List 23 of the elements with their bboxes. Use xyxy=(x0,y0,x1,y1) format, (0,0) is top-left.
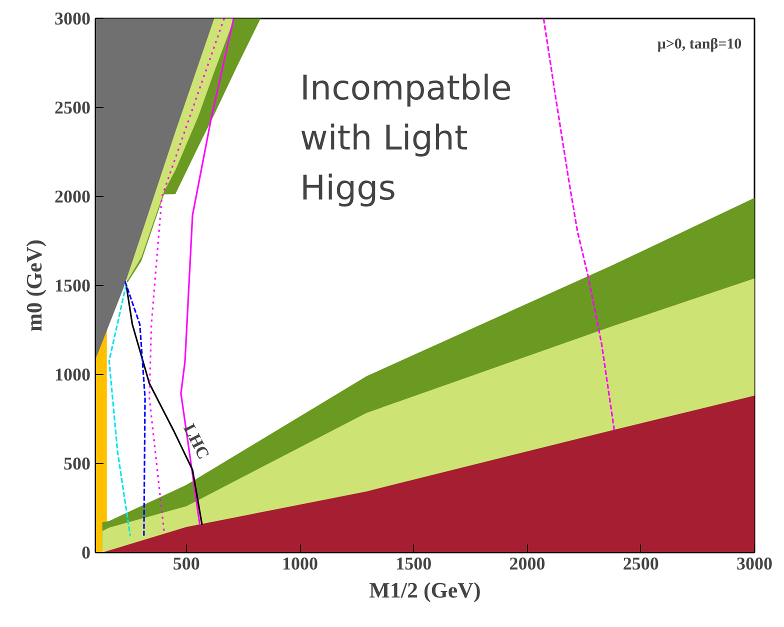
y-axis-title: m0 (GeV) xyxy=(22,239,46,332)
y-tick-label: 0 xyxy=(82,542,90,562)
y-tick-label: 3000 xyxy=(54,8,90,28)
y-tick-label: 1500 xyxy=(54,276,90,296)
x-tick-label: 3000 xyxy=(736,554,772,574)
x-axis-title: M1/2 (GeV) xyxy=(369,578,481,602)
y-tick-label: 2500 xyxy=(54,98,90,118)
line-series xyxy=(108,284,132,537)
line-series xyxy=(180,18,234,526)
line-series xyxy=(542,18,616,432)
annotation: LHC xyxy=(180,420,214,462)
x-tick-label: 2500 xyxy=(622,554,659,574)
x-tick-label: 1000 xyxy=(282,554,318,574)
y-tick-label: 1000 xyxy=(54,364,90,384)
x-tick-label: 2000 xyxy=(509,554,546,574)
x-tick-label: 1500 xyxy=(396,554,432,574)
line-series xyxy=(148,18,225,534)
annotation: μ>0, tanβ=10 xyxy=(657,36,742,52)
y-tick-label: 2000 xyxy=(54,186,90,206)
line-series xyxy=(124,280,146,537)
annotation: Incompatble with Light Higgs xyxy=(300,68,512,208)
x-tick-label: 500 xyxy=(172,554,200,574)
y-tick-label: 500 xyxy=(64,454,90,474)
